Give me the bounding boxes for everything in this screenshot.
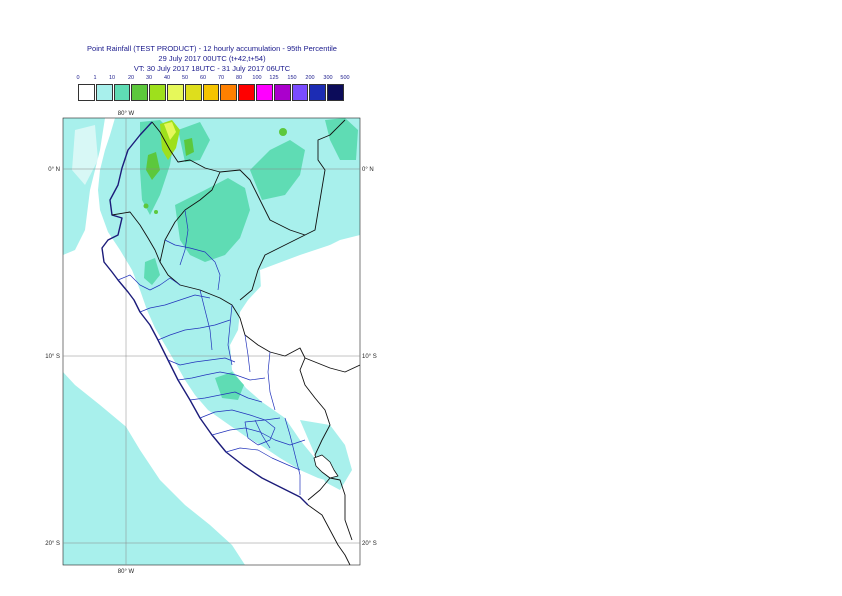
legend-swatch (220, 84, 238, 101)
map-title: Point Rainfall (TEST PRODUCT) - 12 hourl… (87, 44, 337, 53)
legend-swatch (95, 84, 113, 101)
legend-swatch (202, 84, 220, 101)
region-border (164, 239, 221, 291)
run-time: 29 July 2017 00UTC (t+42,t+54) (158, 54, 266, 63)
lat-label-left: 10° S (45, 354, 60, 360)
lat-label-right: 10° S (362, 354, 377, 360)
legend-label: 150 (287, 75, 297, 81)
legend-label: 500 (340, 75, 350, 81)
legend-label: 60 (199, 75, 207, 81)
rain-area-heavy (146, 152, 160, 180)
legend-swatch (238, 84, 255, 101)
rain-area-heavy (164, 122, 176, 140)
lat-label-left: 0° N (48, 167, 60, 173)
legend-swatch (113, 84, 131, 101)
lat-label-right: 0° N (362, 167, 374, 173)
legend-label: 30 (145, 75, 153, 81)
legend-swatch (256, 84, 273, 101)
lake-titicaca (313, 454, 339, 479)
legend-label: 10 (108, 75, 116, 81)
map-frame (62, 117, 361, 566)
coastline (101, 121, 309, 506)
rain-area-medium (175, 178, 250, 262)
legend-swatch (184, 84, 202, 101)
country-border (151, 119, 346, 236)
country-border (159, 171, 331, 501)
legend-label: 50 (181, 75, 189, 81)
legend-swatch (149, 84, 166, 101)
legend-swatch (78, 84, 95, 101)
lon-label-top: 80° W (118, 111, 135, 117)
country-border (307, 504, 351, 565)
legend-label: 20 (127, 75, 135, 81)
legend-swatch (131, 84, 149, 101)
rain-area-medium (144, 258, 160, 285)
legend-label: 70 (217, 75, 225, 81)
legend-label: 125 (269, 75, 279, 81)
region-border (244, 419, 276, 446)
legend-label: 1 (93, 75, 97, 81)
rain-area-light (63, 118, 360, 480)
rain-area-light (300, 420, 352, 490)
lat-label-right: 20° S (362, 541, 377, 547)
valid-time: VT: 30 July 2017 18UTC - 31 July 2017 06… (133, 64, 291, 73)
country-border (329, 477, 353, 541)
legend-label: 100 (252, 75, 262, 81)
country-border (239, 234, 306, 301)
legend-swatch (309, 84, 327, 101)
rain-area-medium (250, 140, 305, 200)
rain-area-heavy (184, 138, 194, 156)
rain-area-medium (325, 118, 358, 160)
rain-area-light (63, 372, 245, 565)
legend-label: 0 (76, 75, 80, 81)
legend-swatch (327, 84, 344, 101)
legend-label: 300 (323, 75, 333, 81)
legend-swatch (291, 84, 309, 101)
country-border (111, 211, 161, 263)
legend-label: 40 (163, 75, 171, 81)
legend-label: 80 (235, 75, 243, 81)
lon-label-bottom: 80° W (118, 569, 135, 575)
legend-label: 200 (305, 75, 315, 81)
legend-swatch (167, 84, 184, 101)
country-border (304, 357, 360, 373)
lat-label-left: 20° S (45, 541, 60, 547)
region-border (117, 209, 306, 495)
legend-swatch (273, 84, 291, 101)
